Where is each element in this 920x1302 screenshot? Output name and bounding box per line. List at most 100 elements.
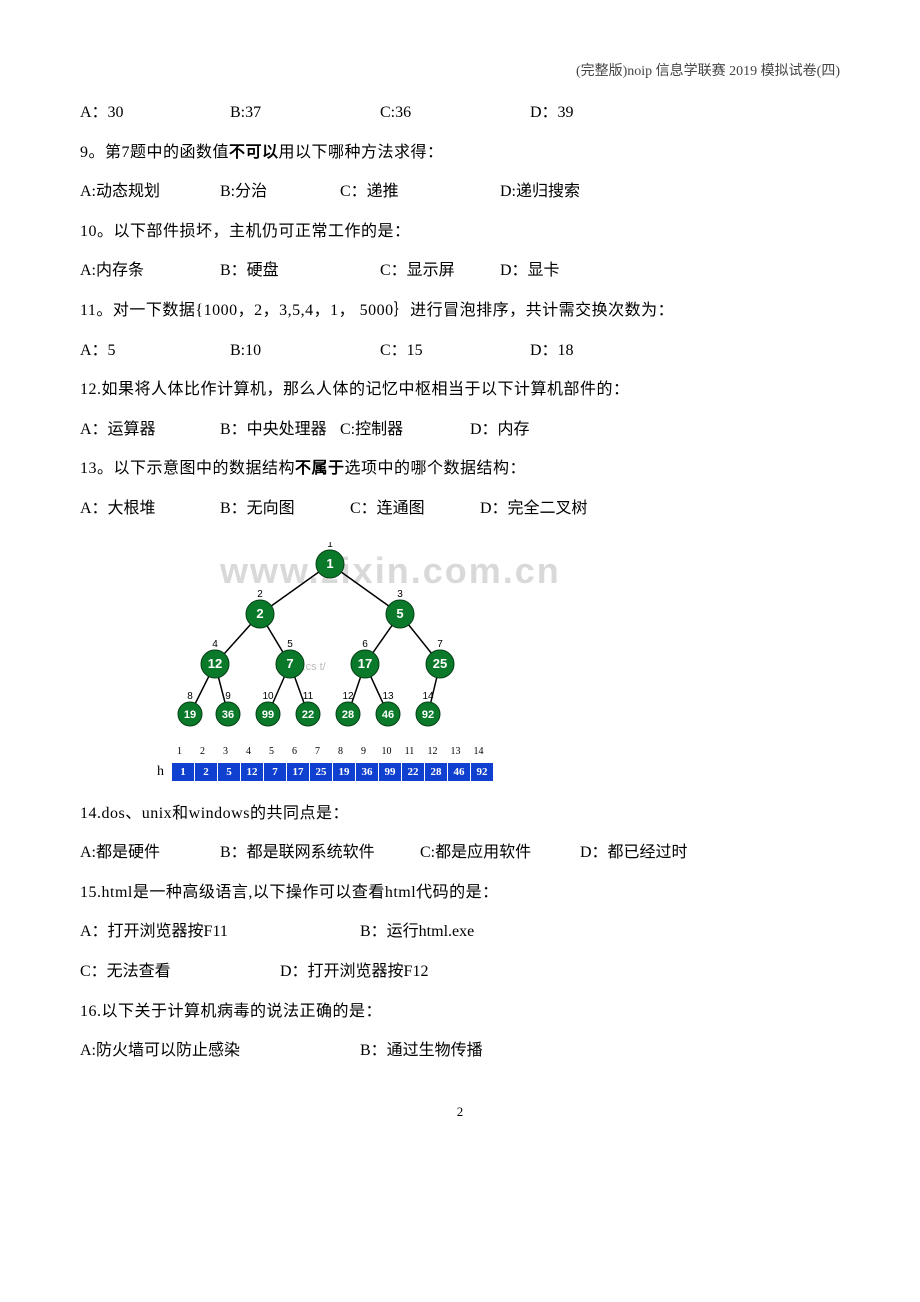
option: B：硬盘 [220,258,380,284]
option: C：无法查看 [80,959,280,985]
option: C：显示屏 [380,258,500,284]
array-cell: 28 [425,763,448,781]
q10-stem: 10。以下部件损坏，主机仍可正常工作的是： [80,219,840,245]
q13-stem-post: 选项中的哪个数据结构： [345,460,527,477]
option: C：连通图 [350,496,480,522]
option: C:36 [380,100,530,126]
svg-text:1: 1 [326,556,333,571]
option: B：都是联网系统软件 [220,840,420,866]
array-index: 10 [375,746,398,757]
array-cell: 19 [333,763,356,781]
svg-text:5: 5 [287,639,293,650]
option: A:防火墙可以防止感染 [80,1038,360,1064]
svg-text:14: 14 [422,691,434,702]
svg-text:3: 3 [397,589,403,600]
tree-diagram: www.zixin.com.cn tp:// g.cs t/1251271725… [120,542,620,781]
array-cell: 36 [356,763,379,781]
svg-text:46: 46 [382,709,394,721]
svg-text:92: 92 [422,709,434,721]
array-index: 6 [283,746,306,757]
option: D：39 [530,100,680,126]
array-index: 9 [352,746,375,757]
option: B:37 [230,100,380,126]
svg-text:12: 12 [208,656,222,671]
option: D：完全二叉树 [480,496,630,522]
array-cell: 5 [218,763,241,781]
option: A:都是硬件 [80,840,220,866]
array-index-row: 1234567891011121314 [168,746,620,757]
svg-text:4: 4 [212,639,218,650]
array-cell: 2 [195,763,218,781]
array-index: 7 [306,746,329,757]
svg-text:9: 9 [225,691,231,702]
option: A:动态规划 [80,179,220,205]
array-cells: 125127172519369922284692 [172,763,494,781]
option: D:递归搜索 [500,179,650,205]
svg-text:99: 99 [262,709,274,721]
option: A:内存条 [80,258,220,284]
array-index: 12 [421,746,444,757]
svg-text:7: 7 [437,639,443,650]
array-cell: 7 [264,763,287,781]
array-index: 5 [260,746,283,757]
q16-stem: 16.以下关于计算机病毒的说法正确的是： [80,999,840,1025]
svg-text:28: 28 [342,709,354,721]
svg-text:36: 36 [222,709,234,721]
q9-options: A:动态规划B:分治C：递推D:递归搜索 [80,179,840,205]
page-number: 2 [80,1104,840,1120]
option: A：大根堆 [80,496,220,522]
svg-text:6: 6 [362,639,368,650]
option: B：运行html.exe [360,919,610,945]
option: D：18 [530,338,650,364]
q12-stem: 12.如果将人体比作计算机，那么人体的记忆中枢相当于以下计算机部件的： [80,377,840,403]
array-cell: 99 [379,763,402,781]
option: D：内存 [470,417,590,443]
option: A：打开浏览器按F11 [80,919,360,945]
svg-text:2: 2 [257,589,263,600]
option: B：中央处理器 [220,417,340,443]
svg-text:17: 17 [358,656,372,671]
svg-text:2: 2 [256,606,263,621]
option: C：递推 [340,179,500,205]
tree-svg: tp:// g.cs t/125127172519369922284692123… [120,542,500,737]
option: D：打开浏览器按F12 [280,959,530,985]
array-index: 11 [398,746,421,757]
option: B:10 [230,338,380,364]
q9-stem-post: 用以下哪种方法求得： [279,144,444,161]
page-container: (完整版)noip 信息学联赛 2019 模拟试卷(四) A：30B:37C:3… [0,0,920,1160]
q13-stem-pre: 13。以下示意图中的数据结构 [80,460,295,477]
option: A：5 [80,338,230,364]
array-index: 8 [329,746,352,757]
option: B：无向图 [220,496,350,522]
q9-stem: 9。第7题中的函数值不可以用以下哪种方法求得： [80,140,840,166]
option: A：30 [80,100,230,126]
array-index: 14 [467,746,490,757]
svg-text:10: 10 [262,691,274,702]
q13-stem-bold: 不属于 [295,460,345,477]
svg-text:22: 22 [302,709,314,721]
option: C：15 [380,338,530,364]
svg-text:1: 1 [327,542,333,550]
q8-options: A：30B:37C:36D：39 [80,100,840,126]
q9-stem-bold: 不可以 [229,144,279,161]
svg-text:25: 25 [433,656,447,671]
array-cell: 92 [471,763,494,781]
q15-stem: 15.html是一种高级语言,以下操作可以查看html代码的是： [80,880,840,906]
array-index: 3 [214,746,237,757]
array-index: 1 [168,746,191,757]
svg-text:11: 11 [303,691,314,702]
option: C:控制器 [340,417,470,443]
array-cell: 17 [287,763,310,781]
option: A：运算器 [80,417,220,443]
array-index: 4 [237,746,260,757]
q13-options: A：大根堆B：无向图C：连通图D：完全二叉树 [80,496,840,522]
array-row: h 125127172519369922284692 [150,763,620,781]
q15-row2: C：无法查看D：打开浏览器按F12 [80,959,840,985]
q10-options: A:内存条B：硬盘C：显示屏D：显卡 [80,258,840,284]
svg-text:7: 7 [286,656,293,671]
array-index: 13 [444,746,467,757]
q12-options: A：运算器B：中央处理器C:控制器D：内存 [80,417,840,443]
option: B:分治 [220,179,340,205]
array-index: 2 [191,746,214,757]
option: D：显卡 [500,258,620,284]
